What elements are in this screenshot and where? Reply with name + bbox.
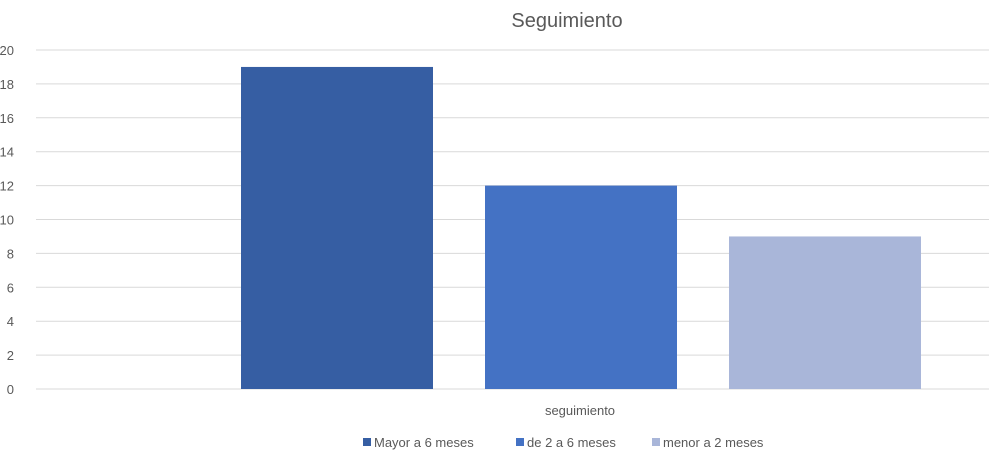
legend-label-3: menor a 2 meses	[663, 435, 764, 450]
y-tick-label: 4	[7, 314, 14, 329]
bars	[241, 66, 921, 389]
bar-3	[729, 236, 921, 389]
y-tick-label: 12	[0, 179, 14, 194]
legend-swatch-3	[652, 438, 660, 446]
y-tick-label: 10	[0, 213, 14, 228]
y-tick-label: 20	[0, 43, 14, 58]
y-tick-label: 14	[0, 145, 14, 160]
legend-swatch-2	[516, 438, 524, 446]
legend: Mayor a 6 meses de 2 a 6 meses menor a 2 m…	[363, 435, 764, 450]
bar-2	[485, 185, 677, 389]
x-category-label: seguimiento	[545, 403, 615, 418]
y-tick-label: 0	[7, 382, 14, 397]
legend-swatch-1	[363, 438, 371, 446]
legend-label-2: de 2 a 6 meses	[527, 435, 616, 450]
legend-label-1: Mayor a 6 meses	[374, 435, 474, 450]
bar-1	[241, 66, 433, 389]
y-tick-label: 6	[7, 280, 14, 295]
chart-title: Seguimiento	[511, 10, 622, 32]
y-tick-label: 8	[7, 246, 14, 261]
y-tick-label: 2	[7, 348, 14, 363]
y-tick-label: 18	[0, 77, 14, 92]
y-axis: 0 2 4 6 8 10 12 14 16 18 20	[0, 43, 14, 397]
y-tick-label: 16	[0, 111, 14, 126]
